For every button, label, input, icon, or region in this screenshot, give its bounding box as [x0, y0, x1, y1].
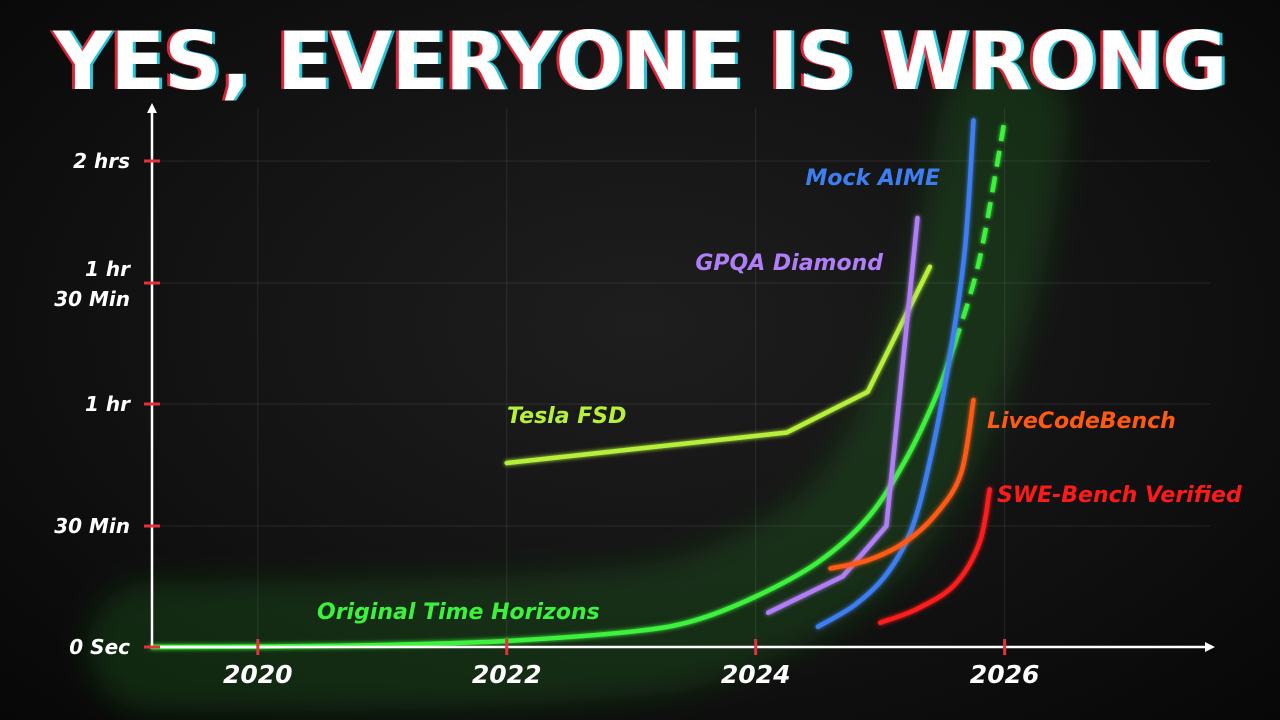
series-label-mock-aime: Mock AIME [806, 166, 940, 191]
series-line-tesla-fsd [504, 264, 933, 466]
headline: YES, EVERYONE IS WRONG [53, 15, 1227, 108]
series-line-projection [952, 119, 1007, 345]
y-tick-label: 30 Min [54, 514, 130, 538]
series-label-livecodebench: LiveCodeBench [987, 409, 1176, 434]
chart-axes [144, 103, 1215, 655]
y-tick-label: 1 hr [85, 392, 131, 416]
series-label-swe-bench-verified: SWE-Bench Verified [997, 483, 1242, 508]
series-label-tesla-fsd: Tesla FSD [507, 404, 626, 429]
series-line-mock-aime [815, 118, 976, 630]
y-tick-label: 2 hrs [73, 149, 130, 173]
x-tick-label: 2022 [472, 660, 542, 689]
series-label-original-time-horizons: Original Time Horizons [317, 600, 600, 625]
x-tick-label: 2026 [970, 660, 1040, 689]
series-line-gpqa-diamond [765, 215, 920, 615]
series-label-gpqa-diamond: GPQA Diamond [695, 251, 883, 276]
x-tick-label: 2024 [721, 660, 791, 689]
trend-glow [87, 55, 1070, 712]
y-tick-label: 0 Sec [69, 635, 130, 659]
series-line-livecodebench [828, 397, 976, 571]
y-tick-label: 1 hr 30 Min [54, 257, 131, 311]
chart-labels: 0 Sec 30 Min 1 hr 1 hr 30 Min 2 hrs 2020 2022 20… [54, 149, 1242, 689]
trend-glow-band [87, 55, 1070, 712]
x-tick-label: 2020 [223, 660, 293, 689]
series-line-swe-bench-verified [877, 487, 992, 626]
